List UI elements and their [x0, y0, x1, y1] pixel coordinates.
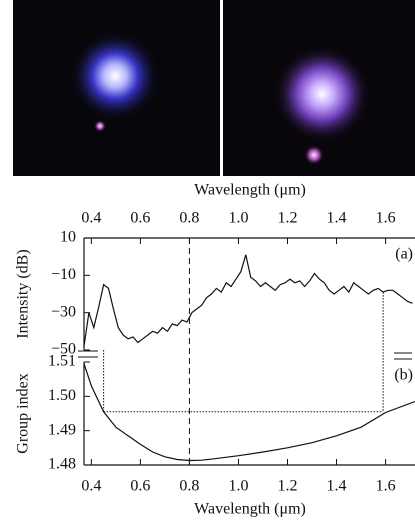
x-tick-label: 1.0 — [228, 478, 248, 495]
y-axis-label: Group index — [15, 373, 32, 453]
x-tick-label: 0.4 — [81, 478, 101, 495]
x-tick-label: 0.8 — [179, 210, 199, 227]
x-tick-label: 1.4 — [327, 478, 347, 495]
x-tick-label: 1.0 — [228, 210, 248, 227]
x-tick-label: 1.4 — [327, 210, 347, 227]
spot — [274, 46, 370, 142]
x-tick-label: 0.8 — [179, 478, 199, 495]
x-tick-label: 0.4 — [81, 210, 101, 227]
x-tick-label: 1.6 — [376, 210, 396, 227]
x-tick-label: 0.6 — [130, 478, 150, 495]
y-tick-label: −30 — [51, 303, 76, 320]
data-line — [83, 254, 413, 347]
x-tick-label: 1.2 — [278, 210, 298, 227]
x-tick-label: 1.2 — [278, 478, 298, 495]
spot — [304, 145, 324, 165]
y-axis-label: Intensity (dB) — [15, 249, 32, 338]
data-line — [83, 363, 415, 462]
y-tick-label: 1.50 — [48, 387, 76, 404]
plots: 0.4 0.6 0.8 1.0 1.2 1.4 1.6 10 −10 −30 −50 Waveleng… — [15, 182, 415, 518]
annotation: (b) — [394, 367, 413, 384]
x-tick-label: 0.6 — [130, 210, 150, 227]
y-tick-label: 1.49 — [48, 421, 76, 438]
y-tick-label: 1.48 — [48, 456, 76, 473]
y-tick-label: 10 — [60, 229, 76, 246]
y-tick-label: −50 — [51, 341, 76, 358]
y-tick-label: −10 — [51, 266, 76, 283]
annotation: (a) — [395, 246, 413, 263]
spot — [94, 120, 106, 132]
spot — [70, 31, 160, 121]
x-axis-label: Wavelength (μm) — [194, 182, 306, 199]
y-tick-label: 1.51 — [48, 353, 76, 370]
x-tick-label: 1.6 — [376, 478, 396, 495]
x-axis-label: Wavelength (μm) — [194, 501, 306, 518]
